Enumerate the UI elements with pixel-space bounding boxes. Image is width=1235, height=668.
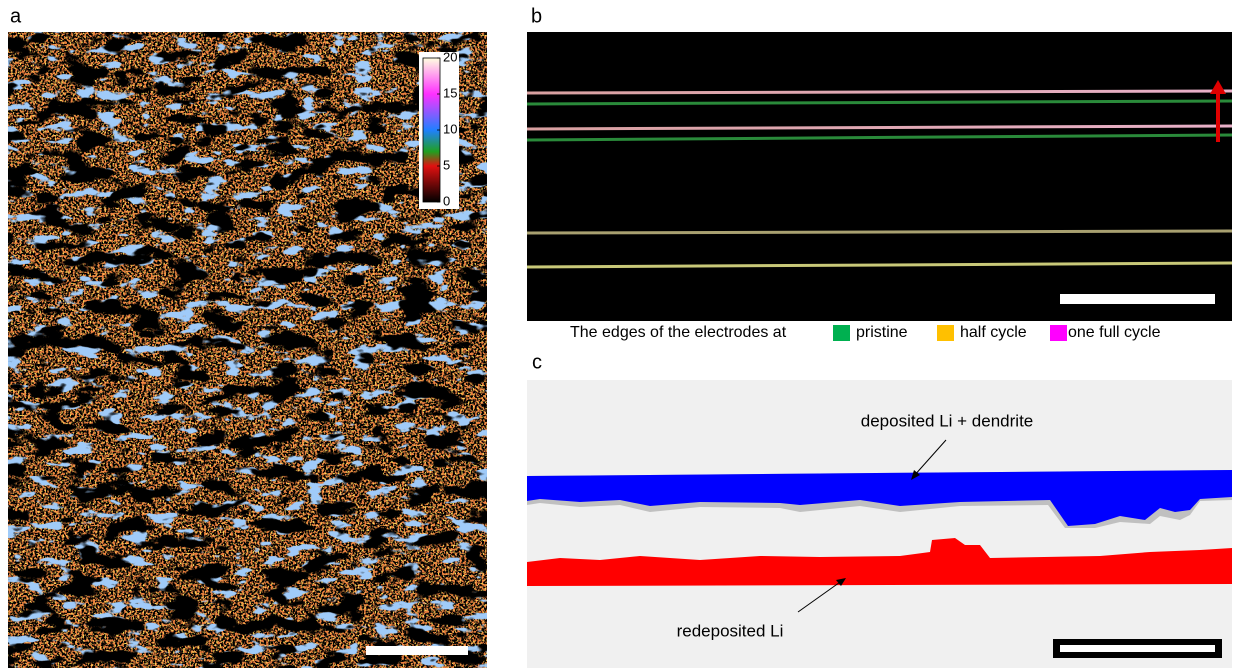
heatmap-texture	[8, 32, 487, 668]
annotation-arrow-head	[836, 578, 846, 586]
segmentation-image	[527, 380, 1232, 668]
annotation-arrow-head	[911, 470, 920, 480]
legend-swatch	[1050, 325, 1067, 341]
panel-label: b	[531, 5, 542, 27]
annotation-arrow	[797, 579, 844, 613]
edge-line	[526, 124, 1233, 131]
colorbar-tick-label: 15	[443, 85, 457, 100]
legend-swatch	[937, 325, 954, 341]
colorbar-ticks: 0 5 10 15 20	[437, 49, 457, 208]
colorbar-tick-label: 5	[443, 157, 450, 172]
edge-line	[526, 229, 1233, 235]
legend-label: half cycle	[960, 324, 1027, 341]
deposited-li	[527, 470, 1232, 526]
legend: The edges of the electrodes at pristine ha…	[570, 324, 1161, 341]
panel-label: a	[10, 5, 22, 27]
scale-bar	[1060, 645, 1215, 652]
redeposited-li	[527, 538, 1232, 586]
scale-bar	[366, 646, 468, 655]
legend-swatch	[833, 325, 850, 341]
colorbar-tick-label: 10	[443, 121, 457, 136]
edge-line	[526, 133, 1233, 142]
annotation-arrow	[912, 439, 947, 478]
electrode-edges	[526, 89, 1233, 269]
scale-bar	[1060, 294, 1215, 304]
panel-label: c	[532, 351, 542, 373]
edge-line	[526, 261, 1233, 269]
legend-label: pristine	[856, 324, 908, 341]
annotation: redeposited Li	[677, 621, 784, 640]
annotation: deposited Li + dendrite	[861, 411, 1034, 430]
edge-line	[526, 99, 1233, 106]
arrow-head	[1210, 80, 1226, 94]
colorbar-tick-label: 0	[443, 193, 450, 208]
legend-label: one full cycle	[1068, 324, 1161, 341]
edge-line	[526, 89, 1233, 95]
electrode-image	[527, 32, 1232, 321]
legend-caption: The edges of the electrodes at	[570, 324, 787, 341]
colorbar-tick-label: 20	[443, 49, 457, 64]
